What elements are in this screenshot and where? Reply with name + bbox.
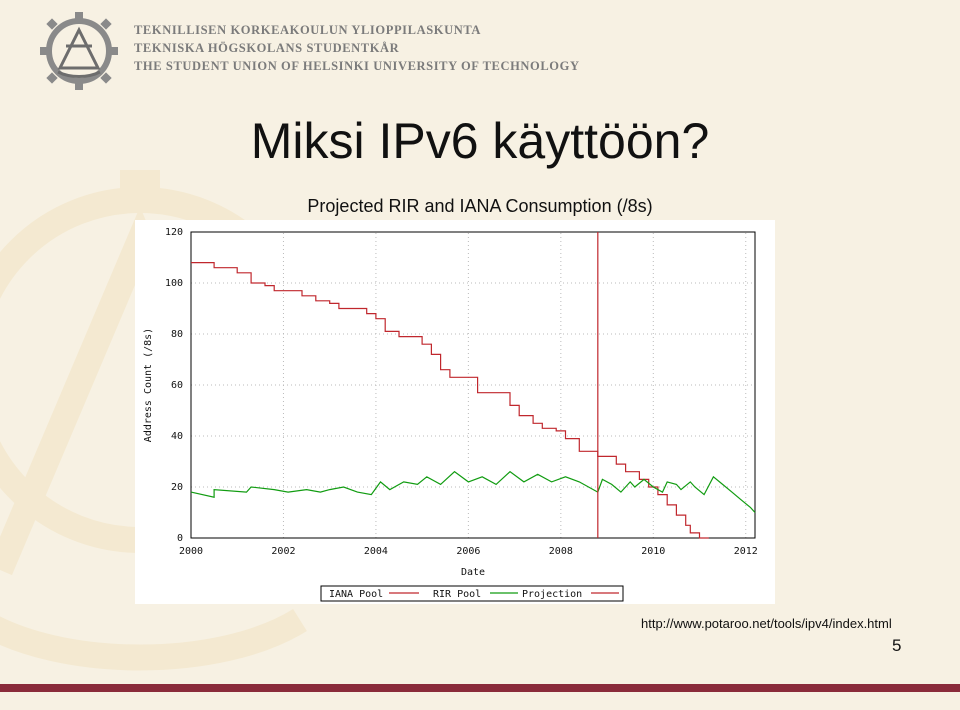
x-tick-label: 2008	[549, 546, 573, 557]
x-tick-label: 2000	[179, 546, 203, 557]
chart-svg: 0 20 40 60 80 100 120 2000 2002 2004 2006 2008 2010 2…	[143, 227, 758, 602]
footer-bar	[0, 684, 960, 692]
chart-legend: IANA Pool RIR Pool Projection	[320, 585, 624, 602]
chart: 0 20 40 60 80 100 120 2000 2002 2004 2006 2008 2010 2…	[135, 220, 775, 604]
series-rir-pool	[190, 470, 599, 498]
legend-projection-label: Projection	[522, 589, 582, 600]
page-number: 5	[892, 636, 902, 655]
org-name-finnish: TEKNILLISEN KORKEAKOULUN YLIOPPILASKUNTA	[134, 23, 481, 37]
gear-emblem-icon	[40, 12, 118, 90]
chart-grid	[190, 231, 755, 539]
legend-iana-label: IANA Pool	[329, 589, 383, 600]
x-tick-label: 2002	[271, 546, 295, 557]
legend-rir-label: RIR Pool	[433, 589, 481, 600]
y-tick-label: 120	[165, 227, 183, 238]
x-tick-label: 2004	[364, 546, 388, 557]
slide-title: Miksi IPv6 käyttöön?	[250, 113, 710, 169]
header: TEKNILLISEN KORKEAKOULUN YLIOPPILASKUNTA…	[38, 10, 638, 90]
plot-frame	[190, 231, 756, 539]
y-tick-label: 60	[171, 380, 183, 391]
y-tick-label: 0	[177, 533, 183, 544]
x-tick-label: 2006	[456, 546, 480, 557]
y-tick-label: 20	[171, 482, 183, 493]
series-projection	[597, 475, 756, 513]
y-tick-label: 40	[171, 431, 183, 442]
series-iana-pool	[191, 261, 709, 539]
org-name-swedish: TEKNISKA HÖGSKOLANS STUDENTKÅR	[134, 41, 400, 55]
y-axis-label: Address Count (/8s)	[143, 328, 154, 442]
y-tick-label: 100	[165, 278, 183, 289]
chart-series	[190, 261, 756, 539]
y-tick-label: 80	[171, 329, 183, 340]
legend-frame	[320, 585, 624, 602]
x-tick-label: 2012	[734, 546, 758, 557]
org-name-english: THE STUDENT UNION OF HELSINKI UNIVERSITY…	[134, 59, 580, 73]
chart-caption: Projected RIR and IANA Consumption (/8s)	[307, 196, 653, 216]
source-link[interactable]: http://www.potaroo.net/tools/ipv4/index.…	[641, 616, 892, 631]
chart-ticks: 0 20 40 60 80 100 120 2000 2002 2004 2006 2008 2010 2…	[165, 227, 758, 557]
x-axis-label: Date	[461, 567, 485, 578]
x-tick-label: 2010	[641, 546, 665, 557]
